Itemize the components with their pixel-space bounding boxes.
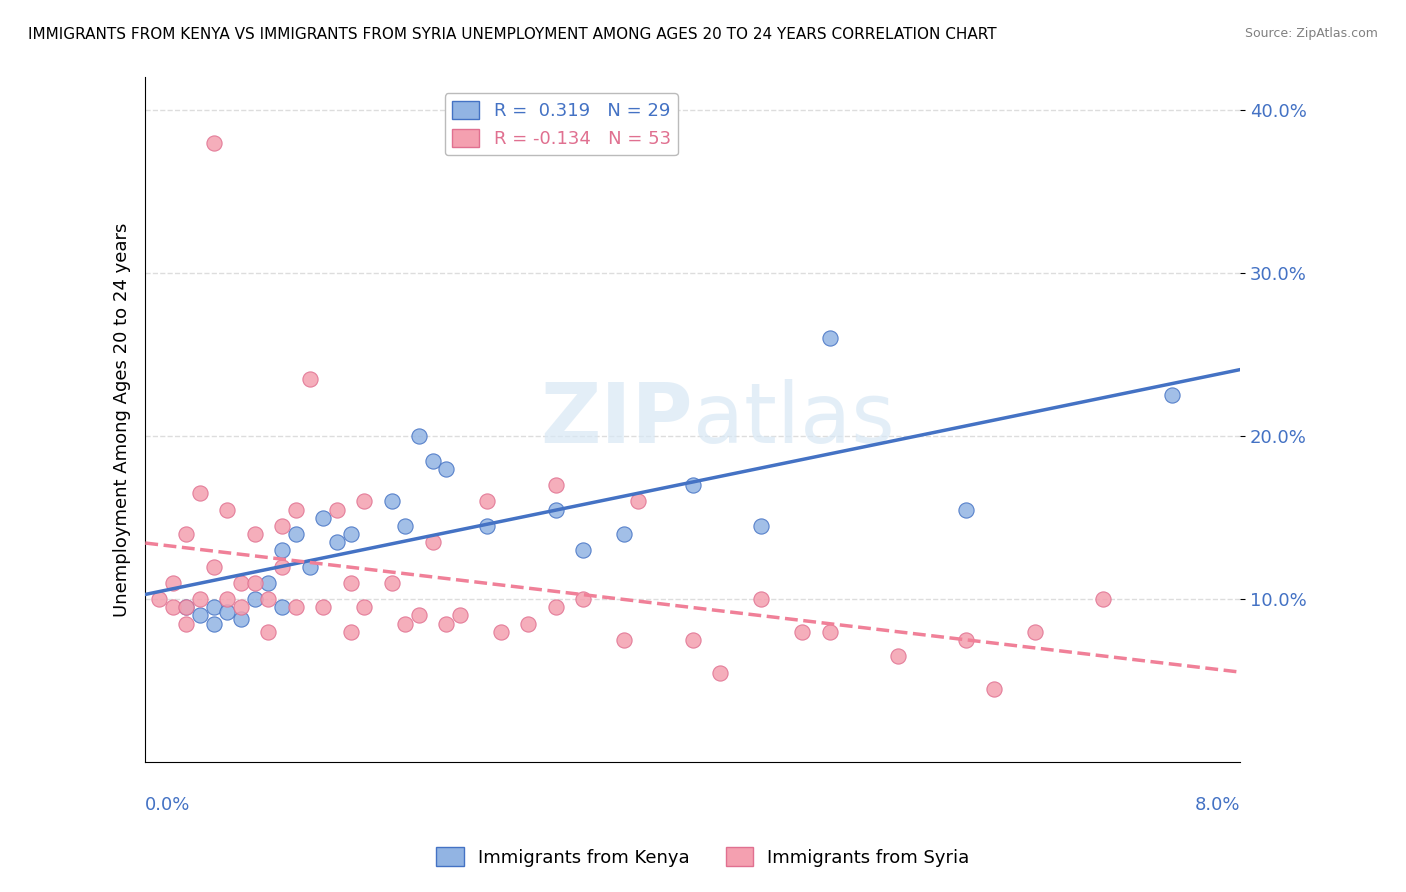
Point <box>477 518 499 533</box>
Point <box>229 600 252 615</box>
Text: atlas: atlas <box>693 379 894 460</box>
Point <box>709 665 731 680</box>
Point <box>284 600 307 615</box>
Point <box>517 616 540 631</box>
Text: 8.0%: 8.0% <box>1195 797 1240 814</box>
Point <box>394 616 416 631</box>
Point <box>298 372 321 386</box>
Point <box>353 494 375 508</box>
Point <box>202 136 225 150</box>
Point <box>408 608 430 623</box>
Point <box>381 575 404 590</box>
Point <box>243 575 266 590</box>
Text: ZIP: ZIP <box>540 379 693 460</box>
Point <box>271 600 294 615</box>
Point <box>1160 388 1182 402</box>
Point <box>381 494 404 508</box>
Point <box>477 494 499 508</box>
Legend: R =  0.319   N = 29, R = -0.134   N = 53: R = 0.319 N = 29, R = -0.134 N = 53 <box>444 94 678 155</box>
Point <box>449 608 471 623</box>
Point <box>422 535 444 549</box>
Point <box>229 612 252 626</box>
Point <box>792 624 814 639</box>
Point <box>339 575 361 590</box>
Point <box>188 608 211 623</box>
Point <box>176 600 198 615</box>
Point <box>217 592 239 607</box>
Point <box>682 478 704 492</box>
Point <box>271 543 294 558</box>
Point <box>408 429 430 443</box>
Point <box>271 518 294 533</box>
Point <box>243 592 266 607</box>
Point <box>284 502 307 516</box>
Point <box>162 575 184 590</box>
Point <box>818 624 841 639</box>
Point <box>434 461 457 475</box>
Point <box>955 632 977 647</box>
Point <box>1024 624 1046 639</box>
Point <box>312 510 335 524</box>
Point <box>312 600 335 615</box>
Point <box>572 543 595 558</box>
Point <box>887 649 910 664</box>
Point <box>627 494 650 508</box>
Point <box>818 331 841 345</box>
Point <box>572 592 595 607</box>
Point <box>983 681 1005 696</box>
Point <box>749 592 772 607</box>
Point <box>434 616 457 631</box>
Text: IMMIGRANTS FROM KENYA VS IMMIGRANTS FROM SYRIA UNEMPLOYMENT AMONG AGES 20 TO 24 : IMMIGRANTS FROM KENYA VS IMMIGRANTS FROM… <box>28 27 997 42</box>
Point <box>326 535 349 549</box>
Point <box>188 486 211 500</box>
Point <box>682 632 704 647</box>
Point <box>422 453 444 467</box>
Point <box>217 605 239 619</box>
Point <box>202 600 225 615</box>
Point <box>202 616 225 631</box>
Point <box>229 575 252 590</box>
Point <box>353 600 375 615</box>
Point <box>298 559 321 574</box>
Point <box>257 624 280 639</box>
Y-axis label: Unemployment Among Ages 20 to 24 years: Unemployment Among Ages 20 to 24 years <box>114 223 131 617</box>
Point <box>544 478 567 492</box>
Point <box>271 559 294 574</box>
Point <box>339 527 361 541</box>
Point <box>257 575 280 590</box>
Point <box>613 527 636 541</box>
Point <box>202 559 225 574</box>
Point <box>544 600 567 615</box>
Point <box>257 592 280 607</box>
Point <box>162 600 184 615</box>
Text: 0.0%: 0.0% <box>145 797 191 814</box>
Point <box>544 502 567 516</box>
Point <box>176 600 198 615</box>
Point <box>955 502 977 516</box>
Point <box>176 527 198 541</box>
Point <box>243 527 266 541</box>
Point <box>217 502 239 516</box>
Legend: Immigrants from Kenya, Immigrants from Syria: Immigrants from Kenya, Immigrants from S… <box>429 840 977 874</box>
Point <box>326 502 349 516</box>
Point <box>339 624 361 639</box>
Point <box>749 518 772 533</box>
Point <box>1092 592 1115 607</box>
Point <box>394 518 416 533</box>
Point <box>489 624 512 639</box>
Text: Source: ZipAtlas.com: Source: ZipAtlas.com <box>1244 27 1378 40</box>
Point <box>148 592 170 607</box>
Point <box>613 632 636 647</box>
Point <box>188 592 211 607</box>
Point <box>284 527 307 541</box>
Point <box>176 616 198 631</box>
